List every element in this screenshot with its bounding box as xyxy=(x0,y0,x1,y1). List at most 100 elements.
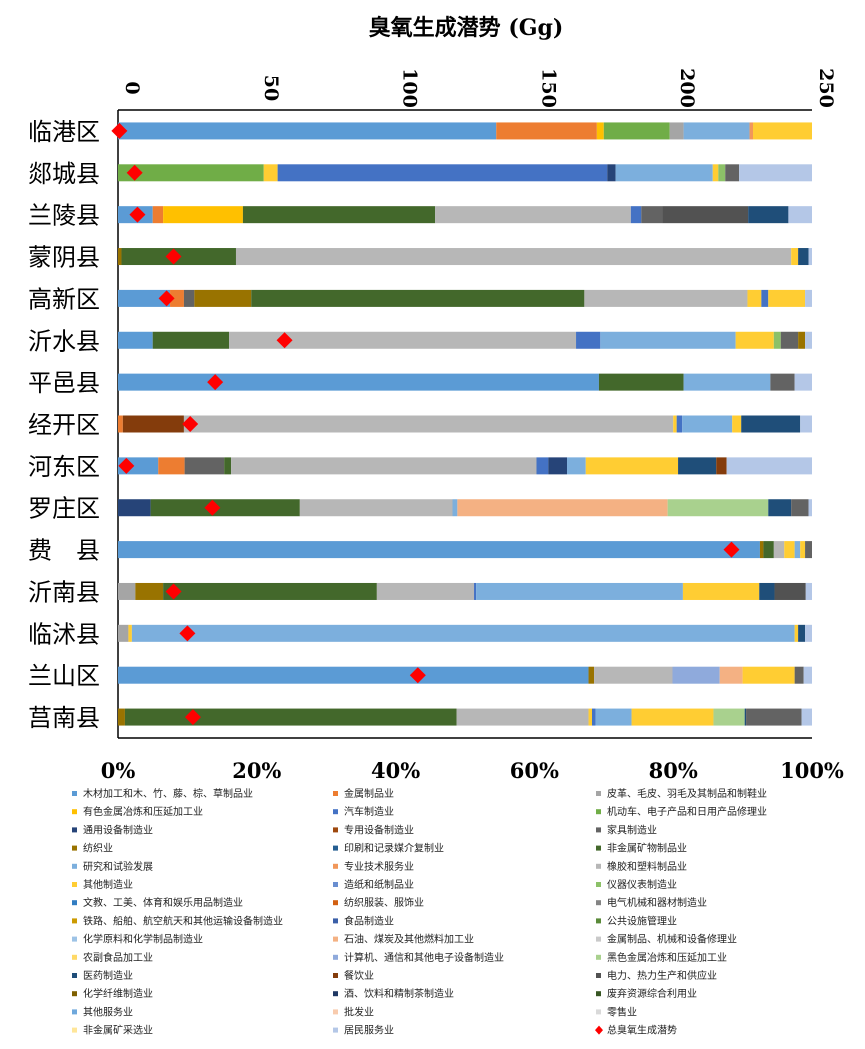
legend-swatch xyxy=(596,882,601,887)
legend-label: 批发业 xyxy=(344,1005,374,1018)
legend-swatch xyxy=(333,882,338,887)
legend-swatch xyxy=(72,918,77,924)
bar-segment xyxy=(770,373,795,391)
legend-swatch xyxy=(333,1027,338,1033)
bar-segment xyxy=(536,457,549,475)
legend-swatch xyxy=(72,1027,77,1033)
legend-swatch xyxy=(72,973,77,978)
legend-swatch xyxy=(596,900,601,906)
legend-swatch xyxy=(333,900,338,906)
bar-segment xyxy=(683,373,771,391)
bar-segment xyxy=(118,289,171,307)
bar-segment xyxy=(676,415,683,433)
legend-swatch xyxy=(72,954,77,960)
legend-swatch xyxy=(333,1009,338,1015)
legend-swatch xyxy=(72,991,77,997)
bar-segment xyxy=(682,582,760,600)
total-ofp-marker xyxy=(158,290,175,307)
bar-segment xyxy=(791,499,809,517)
bar-segment xyxy=(794,541,801,559)
bar-segment xyxy=(773,541,785,559)
category-label: 郯城县 xyxy=(28,160,100,188)
bar-segment xyxy=(788,206,812,224)
legend-label: 公共设施管理业 xyxy=(607,914,677,927)
bar-segment xyxy=(672,666,720,684)
bar-segment xyxy=(798,331,806,349)
bar-segment xyxy=(808,499,812,517)
bar-segment xyxy=(452,499,458,517)
bar-segment xyxy=(376,582,475,600)
legend-swatch xyxy=(596,1009,601,1015)
bar-segment xyxy=(780,331,799,349)
legend-label: 居民服务业 xyxy=(344,1024,394,1037)
total-ofp-marker xyxy=(118,457,135,474)
bar-segment xyxy=(163,582,377,600)
legend-label: 非金属矿采选业 xyxy=(83,1024,153,1037)
legend-label: 印刷和记录媒介复制业 xyxy=(344,842,444,855)
legend-label: 餐饮业 xyxy=(344,969,374,982)
bar-segment xyxy=(600,331,736,349)
category-label: 沂南县 xyxy=(28,578,100,606)
bar-segment xyxy=(457,499,668,517)
legend-swatch xyxy=(72,1009,77,1015)
legend-swatch xyxy=(596,973,601,978)
bar-segment xyxy=(732,415,742,433)
bar-segment xyxy=(741,415,801,433)
legend-label: 化学原料和化学制品制造业 xyxy=(83,933,203,946)
bar-segment xyxy=(496,122,597,140)
bar-segment xyxy=(170,289,184,307)
total-ofp-marker xyxy=(276,332,293,349)
bar-segment xyxy=(194,289,252,307)
bar-segment xyxy=(474,582,477,600)
legend-swatch xyxy=(596,863,601,869)
bar-segment xyxy=(152,206,164,224)
bar-segment xyxy=(603,122,670,140)
legend-swatch xyxy=(333,973,338,978)
legend-label: 家具制造业 xyxy=(607,823,657,836)
legend-label: 计算机、通信和其他电子设备制造业 xyxy=(344,951,504,964)
bar-segment xyxy=(118,373,599,391)
legend-swatch xyxy=(596,918,601,924)
bar-segment xyxy=(152,331,230,349)
bar-segment xyxy=(768,289,806,307)
bar-segment xyxy=(183,289,195,307)
total-ofp-marker xyxy=(126,164,143,181)
legend-swatch xyxy=(333,863,338,869)
legend-swatch xyxy=(596,954,601,960)
bar-segment xyxy=(184,457,225,475)
bottom-axis-ticks: 0% 20% 40% 60% 80% 100% xyxy=(101,758,844,783)
bar-segment xyxy=(476,582,683,600)
bar-segment xyxy=(584,289,748,307)
bar-segment xyxy=(774,582,806,600)
bar-segment xyxy=(118,541,760,559)
bar-segment xyxy=(128,624,132,642)
bar-area xyxy=(117,109,812,739)
bar-segment xyxy=(118,331,153,349)
bar-segment xyxy=(794,666,804,684)
legend-swatch xyxy=(72,809,77,815)
legend: 木材加工和木、竹、藤、棕、草制品业 金属制品业 皮革、毛皮、羽毛及其制品和制鞋业有色… xyxy=(72,787,767,1037)
bottom-tick-label: 0% xyxy=(101,758,136,783)
bar-segment xyxy=(712,164,719,182)
bar-segment xyxy=(753,122,812,140)
legend-label: 电力、热力生产和供应业 xyxy=(607,969,717,982)
bar-segment xyxy=(615,164,713,182)
category-label: 河东区 xyxy=(28,453,100,481)
legend-label: 专用设备制造业 xyxy=(344,823,414,836)
legend-swatch xyxy=(333,827,338,833)
legend-swatch xyxy=(596,845,601,851)
legend-label: 橡胶和塑料制品业 xyxy=(607,860,687,873)
bar-segment xyxy=(761,289,769,307)
legend-label: 非金属矿物制品业 xyxy=(607,842,687,855)
bar-segment xyxy=(567,457,586,475)
legend-label: 化学纤维制造业 xyxy=(83,987,153,1000)
legend-label: 废弃资源综合利用业 xyxy=(607,987,697,1000)
top-axis-title-text: 臭氧生成潜势 (Gg) xyxy=(369,15,564,41)
bar-segment xyxy=(798,248,809,266)
bar-segment xyxy=(596,122,604,140)
top-tick-label: 200 xyxy=(676,68,698,108)
bar-segment xyxy=(794,624,799,642)
bar-segment xyxy=(718,164,726,182)
bar-segment xyxy=(678,457,717,475)
bar-segment xyxy=(118,708,125,726)
